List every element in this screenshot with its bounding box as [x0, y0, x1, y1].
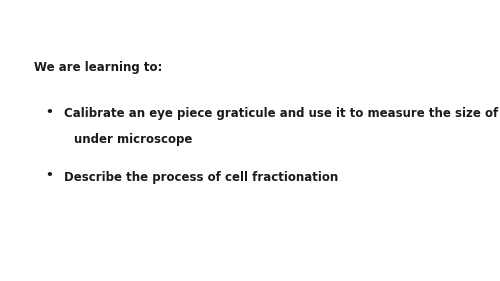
Text: Describe the process of cell fractionation: Describe the process of cell fractionati…: [64, 171, 338, 183]
Text: We are learning to:: We are learning to:: [34, 61, 162, 74]
Text: •: •: [45, 106, 53, 119]
Text: •: •: [45, 169, 53, 182]
Text: Calibrate an eye piece graticule and use it to measure the size of an object: Calibrate an eye piece graticule and use…: [64, 107, 500, 120]
Text: under microscope: under microscope: [74, 133, 192, 146]
